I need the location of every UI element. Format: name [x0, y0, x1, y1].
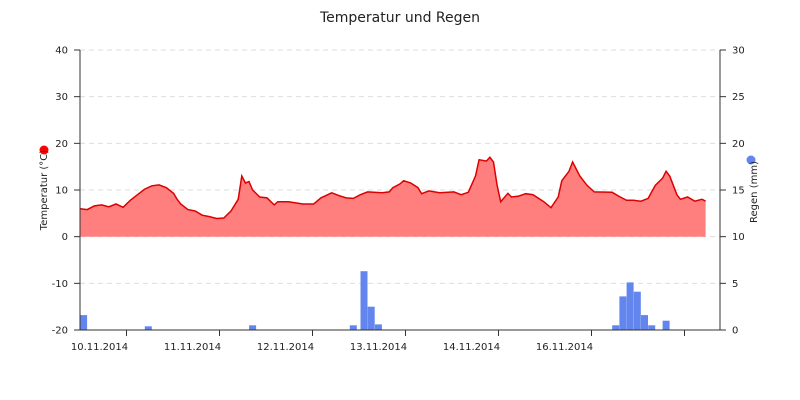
left-tick-label: 0 — [62, 232, 68, 243]
left-axis-ticks: 40 30 20 10 0 -10 -20 — [52, 46, 80, 337]
grid-lines — [80, 49, 720, 284]
temperature-line — [79, 156, 706, 220]
right-tick-label: 0 — [732, 326, 738, 337]
x-tick-label: 12.11.2014 — [257, 342, 314, 353]
rain-bar — [619, 296, 627, 330]
rain-bar — [144, 326, 152, 330]
rain-bar — [612, 325, 620, 330]
x-tick-label: 16.11.2014 — [536, 342, 593, 353]
right-tick-label: 15 — [732, 186, 745, 197]
right-axis-ticks: 30 25 20 15 10 5 0 — [720, 46, 745, 337]
left-tick-label: -20 — [52, 326, 68, 337]
right-tick-label: 20 — [732, 139, 745, 150]
temperature-series — [79, 156, 706, 237]
right-axis-label: Regen (mm) — [749, 161, 760, 223]
right-tick-label: 30 — [732, 46, 745, 57]
right-tick-label: 10 — [732, 232, 745, 243]
rain-bar — [367, 306, 375, 330]
x-tick-label: 11.11.2014 — [164, 342, 221, 353]
rain-bar — [648, 325, 656, 330]
right-tick-label: 25 — [732, 92, 745, 103]
left-axis-label: Temperatur (°C) — [39, 150, 50, 231]
right-tick-label: 5 — [732, 279, 738, 290]
left-axis-title: Temperatur (°C) — [39, 145, 50, 231]
left-tick-label: 20 — [55, 139, 68, 150]
left-tick-label: 10 — [55, 186, 68, 197]
rain-bar — [80, 315, 88, 330]
left-tick-label: 40 — [55, 46, 68, 57]
right-axis-title: Regen (mm) — [746, 155, 760, 223]
rain-bar — [349, 325, 357, 330]
x-tick-label: 13.11.2014 — [350, 342, 407, 353]
rain-bar — [633, 291, 641, 330]
temperature-area — [80, 157, 706, 237]
rain-legend-dot-icon — [746, 155, 756, 165]
chart-title: Temperatur und Regen — [319, 10, 480, 26]
rain-series — [80, 271, 670, 330]
x-axis-ticks: 10.11.2014 11.11.2014 12.11.2014 13.11.2014… — [71, 330, 685, 353]
left-tick-label: 30 — [55, 92, 68, 103]
rain-bar — [662, 320, 670, 330]
rain-bar — [374, 324, 382, 330]
rain-bar — [626, 282, 634, 330]
rain-bar — [641, 315, 648, 330]
x-tick-label: 14.11.2014 — [443, 342, 500, 353]
temperature-legend-dot-icon — [39, 145, 49, 155]
rain-bar — [360, 271, 368, 330]
rain-bar — [249, 325, 257, 330]
left-tick-label: -10 — [52, 279, 68, 290]
x-tick-label: 10.11.2014 — [71, 342, 128, 353]
